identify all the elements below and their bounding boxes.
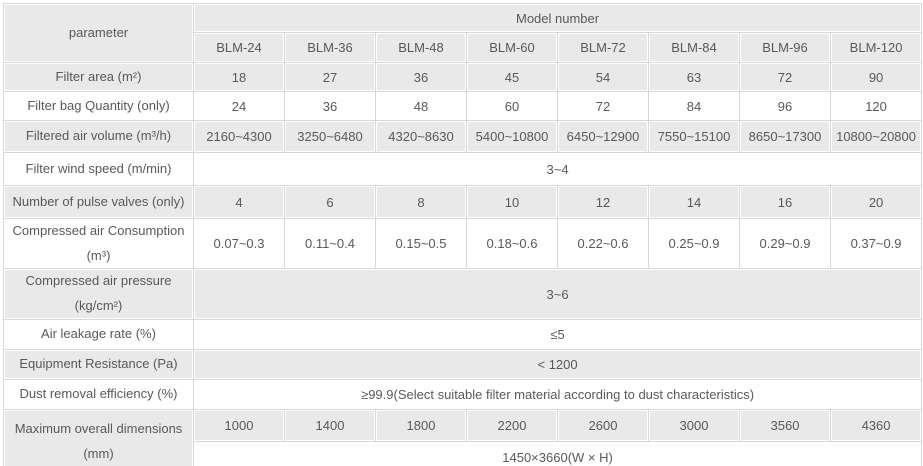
row-equipment-resistance: Equipment Resistance (Pa) < 1200 <box>3 348 923 380</box>
value-cell: 96 <box>739 91 831 121</box>
value-cell: 27 <box>284 62 376 92</box>
value-cell: 63 <box>648 62 740 92</box>
parameter-header-cell: parameter <box>3 3 194 63</box>
value-cell: 8 <box>375 185 467 219</box>
value-cell: 4 <box>193 185 285 219</box>
row-label: Compressed air Consumption (m³) <box>3 217 194 270</box>
value-cell: 54 <box>557 62 649 92</box>
row-label: Number of pulse valves (only) <box>3 185 194 219</box>
row-pulse-valves: Number of pulse valves (only) 4 6 8 10 1… <box>3 185 923 219</box>
model-column-header: BLM-120 <box>829 32 923 63</box>
value-cell: 84 <box>648 91 740 121</box>
header-row-model-number: parameter Model number <box>3 3 923 63</box>
value-cell: 2160~4300 <box>193 120 285 153</box>
span-value-cell: 3~6 <box>192 268 923 320</box>
value-cell: 1000 <box>193 408 285 442</box>
value-cell: 3000 <box>648 408 740 442</box>
model-column-header: BLM-36 <box>284 32 376 63</box>
model-column-header: BLM-24 <box>193 32 285 63</box>
row-label: Air leakage rate (%) <box>3 318 194 350</box>
row-maximum-dimensions: Maximum overall dimensions (mm) 1000 140… <box>3 408 923 466</box>
value-cell: 10 <box>466 185 558 219</box>
row-label: Filter area (m²) <box>3 62 194 92</box>
value-cell: 1400 <box>284 408 376 442</box>
row-dust-removal-efficiency: Dust removal efficiency (%) ≥99.9(Select… <box>3 378 923 410</box>
value-cell: 2200 <box>466 408 558 442</box>
value-cell: 0.22~0.6 <box>557 217 649 270</box>
row-label: Filtered air volume (m³/h) <box>3 120 194 153</box>
value-cell: 4360 <box>829 408 923 442</box>
value-cell: 16 <box>739 185 831 219</box>
value-cell: 7550~15100 <box>648 120 740 153</box>
value-cell: 8650~17300 <box>739 120 831 153</box>
value-cell: 6 <box>284 185 376 219</box>
value-cell: 10800~20800 <box>829 120 923 153</box>
value-cell: 4320~8630 <box>375 120 467 153</box>
value-cell: 72 <box>557 91 649 121</box>
value-cell: 1800 <box>375 408 467 442</box>
value-cell: 0.11~0.4 <box>284 217 376 270</box>
row-label: Filter bag Quantity (only) <box>3 91 194 121</box>
span-value-cell: 3~4 <box>192 152 923 186</box>
row-label: Dust removal efficiency (%) <box>3 378 194 410</box>
value-cell: 14 <box>648 185 740 219</box>
value-cell: 0.29~0.9 <box>739 217 831 270</box>
row-filtered-air-volume: Filtered air volume (m³/h) 2160~4300 325… <box>3 120 923 153</box>
value-cell: 120 <box>829 91 923 121</box>
row-label: Equipment Resistance (Pa) <box>3 348 194 380</box>
row-label: Filter wind speed (m/min) <box>3 152 194 186</box>
model-column-header: BLM-96 <box>739 32 831 63</box>
value-cell: 48 <box>375 91 467 121</box>
span-value-cell: ≤5 <box>192 318 923 350</box>
value-cell: 12 <box>557 185 649 219</box>
value-cell: 20 <box>829 185 923 219</box>
value-cell: 0.07~0.3 <box>193 217 285 270</box>
row-compressed-air-pressure: Compressed air pressure (kg/cm²) 3~6 <box>3 268 923 320</box>
span-value-cell: ≥99.9(Select suitable filter material ac… <box>192 378 923 410</box>
value-cell: 36 <box>284 91 376 121</box>
value-cell: 0.37~0.9 <box>829 217 923 270</box>
value-cell: 90 <box>829 62 923 92</box>
row-filter-area: Filter area (m²) 18 27 36 45 54 63 72 90 <box>3 62 923 92</box>
value-cell: 5400~10800 <box>466 120 558 153</box>
model-column-header: BLM-60 <box>466 32 558 63</box>
value-cell: 0.15~0.5 <box>375 217 467 270</box>
row-label: Maximum overall dimensions (mm) <box>3 408 194 466</box>
row-maximum-dimensions-wh: 1450×3660(W × H) <box>4 440 923 466</box>
value-cell: 45 <box>466 62 558 92</box>
span-value-cell: 1450×3660(W × H) <box>192 440 923 466</box>
value-cell: 36 <box>375 62 467 92</box>
model-number-header-cell: Model number <box>192 3 923 33</box>
row-filter-bag-quantity: Filter bag Quantity (only) 24 36 48 60 7… <box>3 91 923 121</box>
specification-table: parameter Model number BLM-24 BLM-36 BLM… <box>3 3 923 466</box>
value-cell: 72 <box>739 62 831 92</box>
model-column-header: BLM-72 <box>557 32 649 63</box>
span-value-cell: < 1200 <box>192 348 923 380</box>
value-cell: 24 <box>193 91 285 121</box>
value-cell: 3250~6480 <box>284 120 376 153</box>
value-cell: 0.25~0.9 <box>648 217 740 270</box>
value-cell: 60 <box>466 91 558 121</box>
header-row-models: BLM-24 BLM-36 BLM-48 BLM-60 BLM-72 BLM-8… <box>4 32 923 63</box>
value-cell: 6450~12900 <box>557 120 649 153</box>
value-cell: 18 <box>193 62 285 92</box>
value-cell: 3560 <box>739 408 831 442</box>
row-air-leakage-rate: Air leakage rate (%) ≤5 <box>3 318 923 350</box>
row-filter-wind-speed: Filter wind speed (m/min) 3~4 <box>3 152 923 186</box>
value-cell: 0.18~0.6 <box>466 217 558 270</box>
value-cell: 2600 <box>557 408 649 442</box>
model-column-header: BLM-48 <box>375 32 467 63</box>
row-compressed-air-consumption: Compressed air Consumption (m³) 0.07~0.3… <box>3 217 923 270</box>
row-label: Compressed air pressure (kg/cm²) <box>3 268 194 320</box>
model-column-header: BLM-84 <box>648 32 740 63</box>
